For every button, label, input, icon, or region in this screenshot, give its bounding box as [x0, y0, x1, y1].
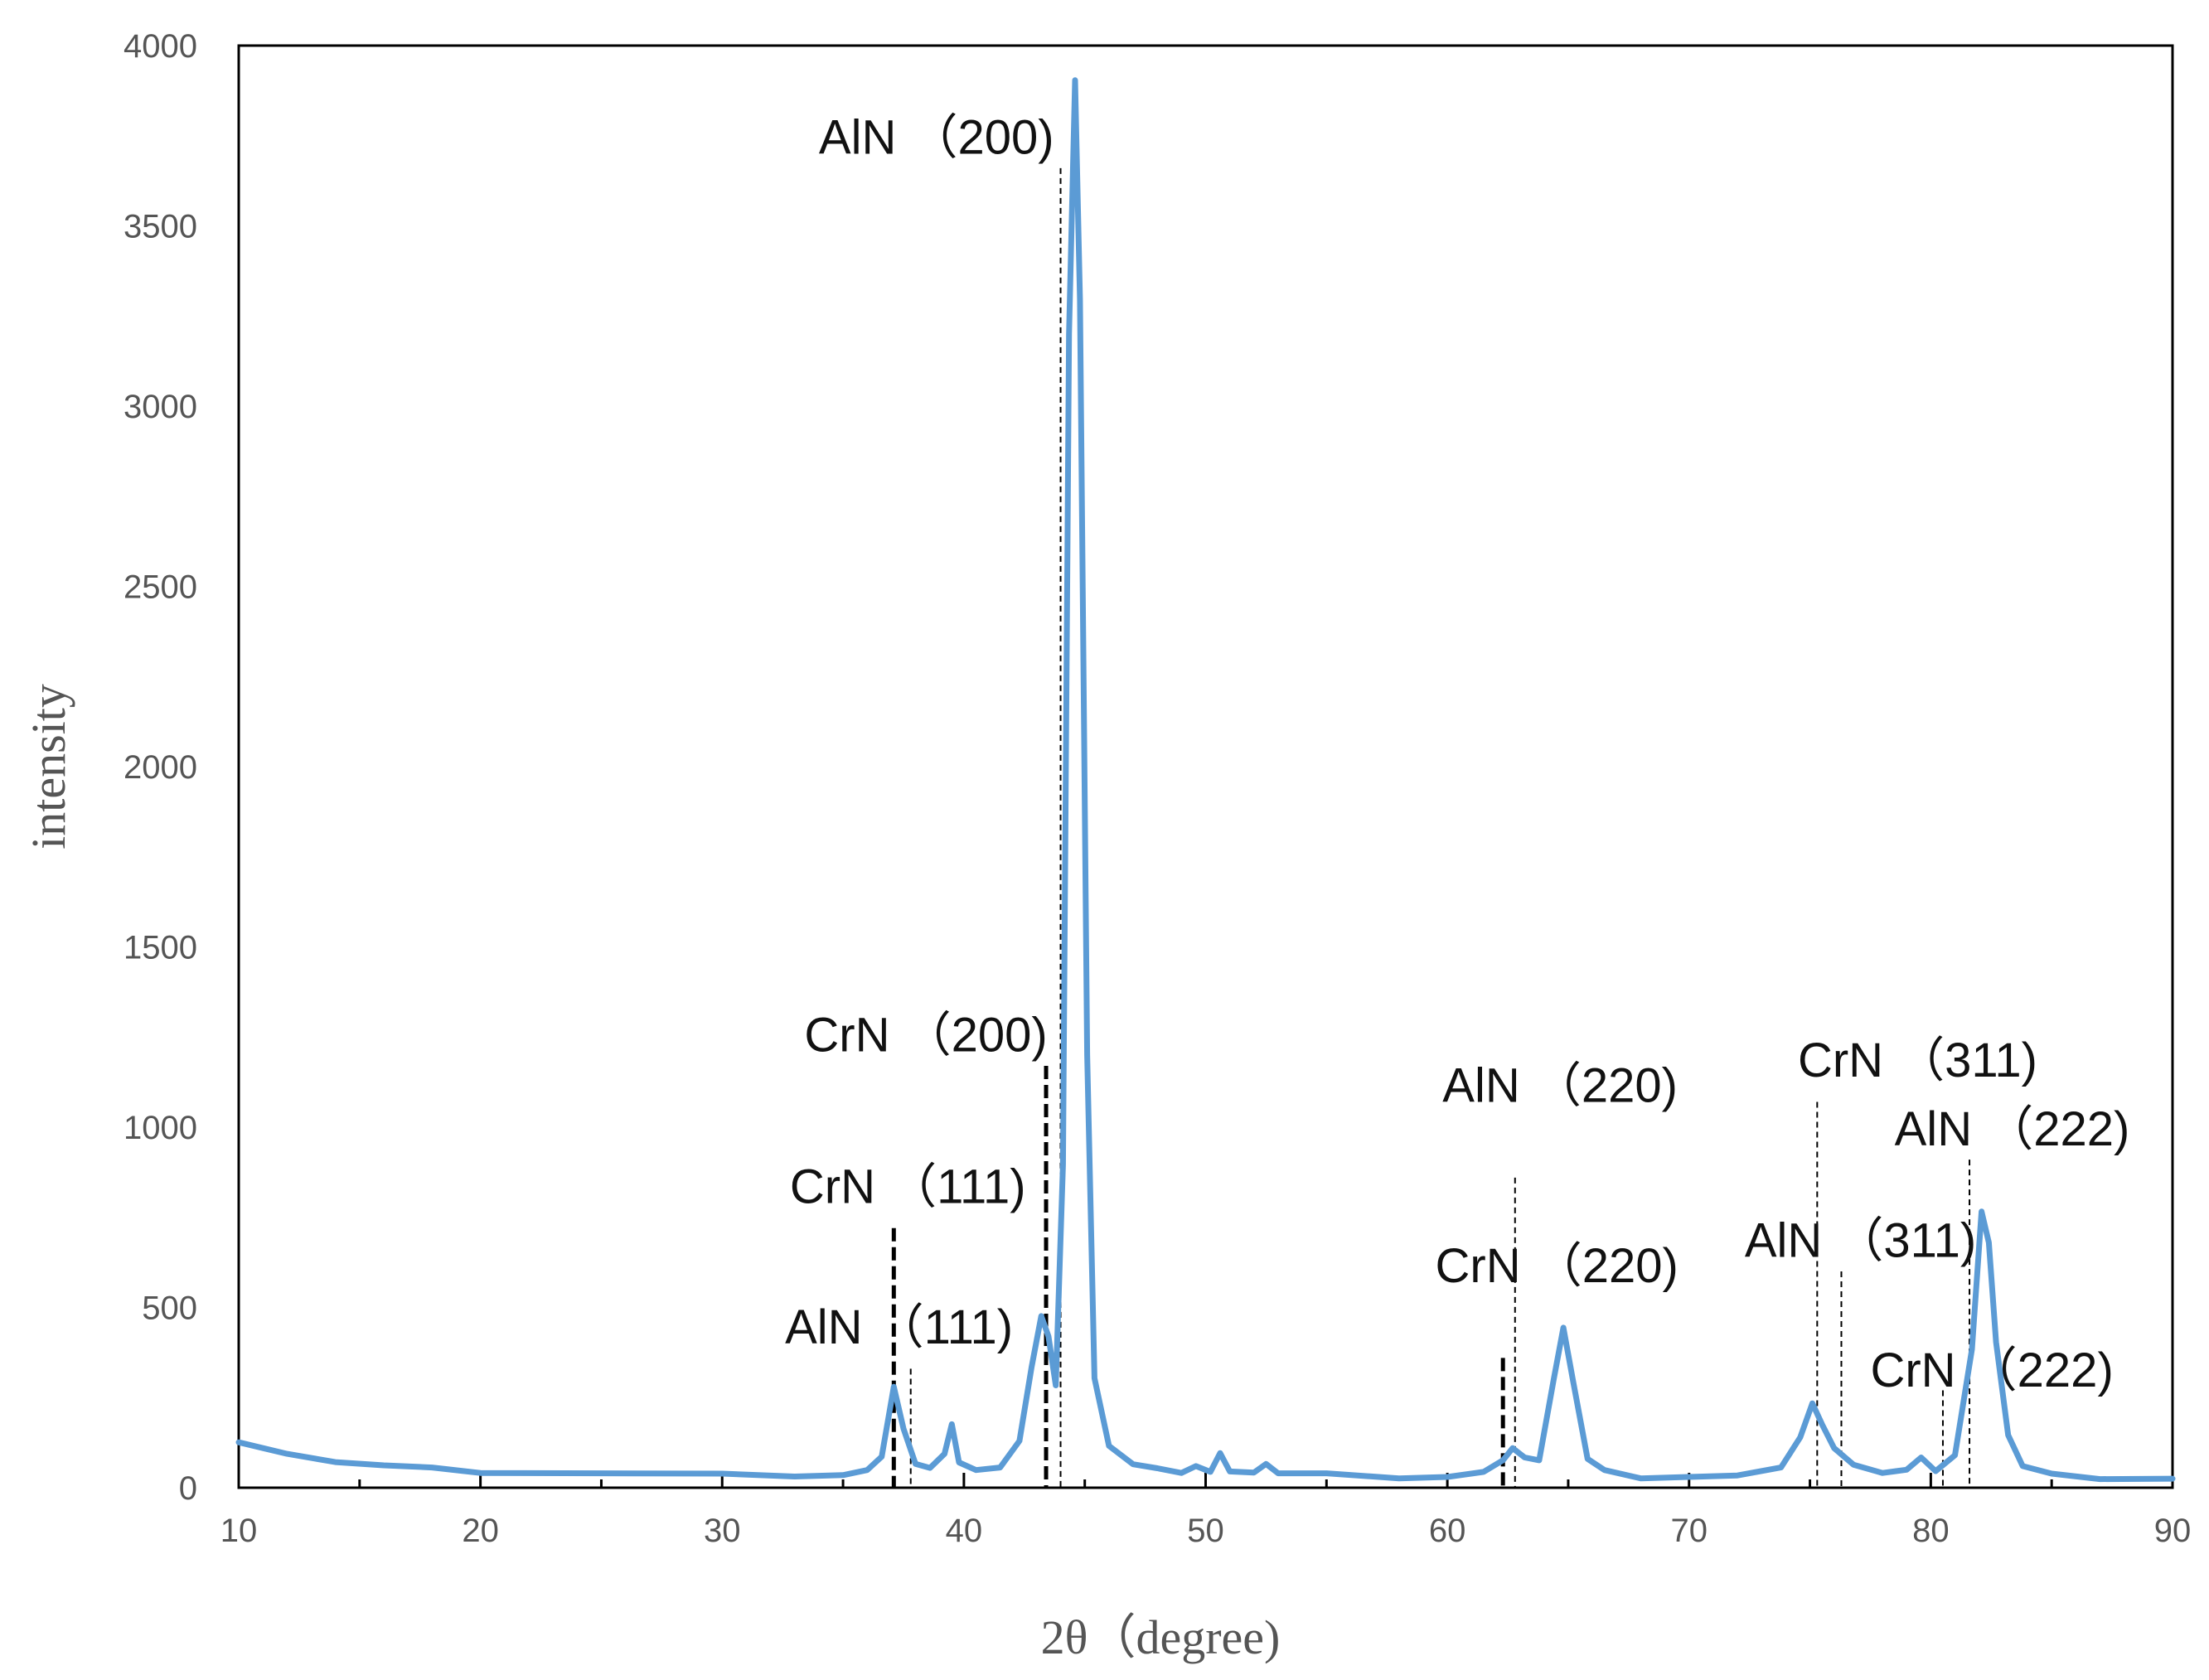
- x-tick-label: 90: [2154, 1513, 2192, 1549]
- x-axis-ticks: 10 20 30 40 50 60 70 80 90: [220, 1473, 2192, 1549]
- y-tick-label: 2000: [124, 749, 197, 786]
- peak-label: AlN （111): [785, 1300, 1013, 1354]
- y-axis-title: intensity: [22, 684, 75, 850]
- x-tick-label: 20: [462, 1513, 499, 1549]
- x-axis-title: 2θ（degree): [1041, 1610, 1281, 1664]
- peak-label: CrN （200): [804, 1009, 1047, 1063]
- peak-label: CrN （111): [790, 1160, 1026, 1213]
- y-tick-label: 3500: [124, 209, 197, 245]
- series-line: [235, 77, 2176, 1483]
- x-tick-label: 80: [1912, 1513, 1950, 1549]
- y-tick-label: 2500: [124, 569, 197, 606]
- peak-label: AlN （311): [1745, 1214, 1976, 1268]
- y-tick-label: 0: [179, 1470, 197, 1507]
- peak-annotations: AlN （200) CrN （200) CrN （111) AlN （111) AlN …: [785, 111, 2129, 1398]
- x-tick-label: 70: [1671, 1513, 1708, 1549]
- peak-label: AlN （220): [1442, 1059, 1678, 1113]
- y-tick-label: 3000: [124, 389, 197, 425]
- peak-label: AlN （222): [1895, 1102, 2130, 1156]
- peak-label: CrN （222): [1870, 1344, 2113, 1397]
- x-tick-label: 50: [1187, 1513, 1224, 1549]
- plot-frame: [237, 44, 2174, 1489]
- x-tick-label: 10: [220, 1513, 258, 1549]
- y-tick-label: 1500: [124, 930, 197, 966]
- reference-lines: [891, 167, 1971, 1488]
- x-tick-label: 60: [1429, 1513, 1466, 1549]
- y-tick-label: 1000: [124, 1110, 197, 1146]
- x-tick-label: 30: [704, 1513, 741, 1549]
- peak-label: CrN （311): [1798, 1034, 2037, 1087]
- y-axis-ticks: 0 500 1000 1500 2000 2500 3000 3500 4000: [124, 28, 197, 1507]
- peak-label: CrN （220): [1436, 1239, 1679, 1293]
- y-tick-label: 500: [142, 1290, 197, 1327]
- peak-label: AlN （200): [819, 111, 1054, 165]
- y-tick-label: 4000: [124, 28, 197, 65]
- x-tick-label: 40: [946, 1513, 983, 1549]
